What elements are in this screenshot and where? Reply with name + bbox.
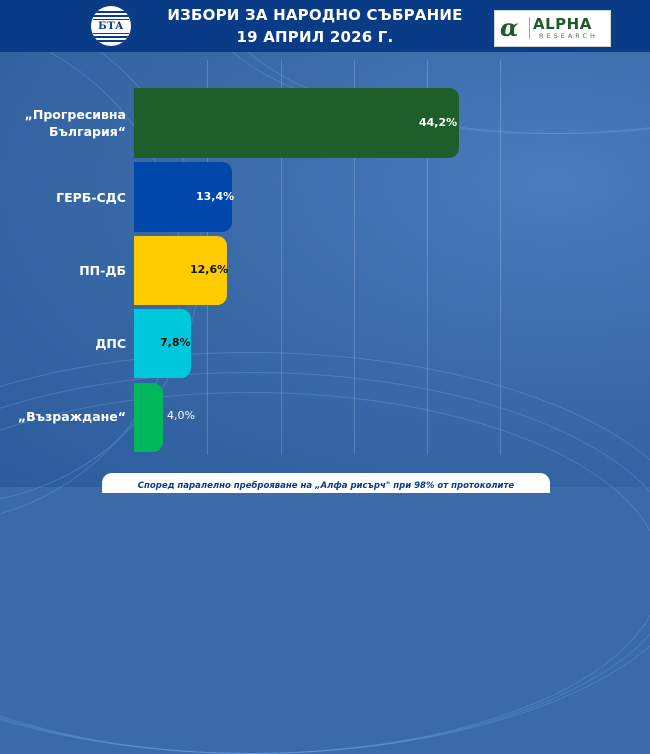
header-bar: БТА ИЗБОРИ ЗА НАРОДНО СЪБРАНИЕ 19 АПРИЛ … — [0, 0, 650, 52]
bar-value-dps: 7,8% — [160, 336, 191, 349]
alpha-research-logo: α ALPHA RESEARCH — [494, 10, 611, 47]
logo-divider — [529, 17, 530, 39]
bar-label-pp-db: ПП-ДБ — [79, 263, 126, 278]
bar-value-pp-db: 12,6% — [190, 263, 229, 276]
bar-label-vazrazhdane: „Възраждане“ — [17, 409, 126, 424]
bta-logo: БТА — [91, 6, 131, 46]
bta-logo-text: БТА — [93, 19, 129, 34]
gridline-30 — [354, 60, 355, 455]
bar-gerb-sds — [134, 162, 232, 232]
bar-label-progressive-bulgaria: „Прогресивна България“ — [24, 107, 126, 139]
bar-value-gerb-sds: 13,4% — [196, 190, 235, 203]
alpha-logo-name: ALPHA — [533, 15, 592, 33]
gridline-50 — [500, 60, 501, 455]
gridline-20 — [281, 60, 282, 455]
bar-label-gerb-sds: ГЕРБ-СДС — [56, 190, 126, 205]
bar-vazrazhdane — [134, 383, 163, 452]
bar-dps — [134, 309, 191, 378]
bar-progressive-bulgaria — [134, 88, 459, 158]
page-title: ИЗБОРИ ЗА НАРОДНО СЪБРАНИЕ 19 АПРИЛ 2026… — [150, 4, 480, 48]
alpha-logo-sub: RESEARCH — [539, 32, 598, 40]
alpha-mark-icon: α — [500, 13, 519, 42]
title-line-2: 19 АПРИЛ 2026 Г. — [236, 28, 394, 46]
bar-value-progressive-bulgaria: 44,2% — [419, 116, 458, 129]
title-line-1: ИЗБОРИ ЗА НАРОДНО СЪБРАНИЕ — [167, 6, 463, 24]
bar-value-vazrazhdane: 4,0% — [167, 409, 195, 422]
gridline-40 — [427, 60, 428, 455]
bar-pp-db — [134, 236, 227, 305]
source-note-text: Според паралелно преброяване на „Алфа ри… — [137, 481, 515, 491]
source-note: Според паралелно преброяване на „Алфа ри… — [102, 473, 550, 493]
bar-label-dps: ДПС — [95, 336, 126, 351]
